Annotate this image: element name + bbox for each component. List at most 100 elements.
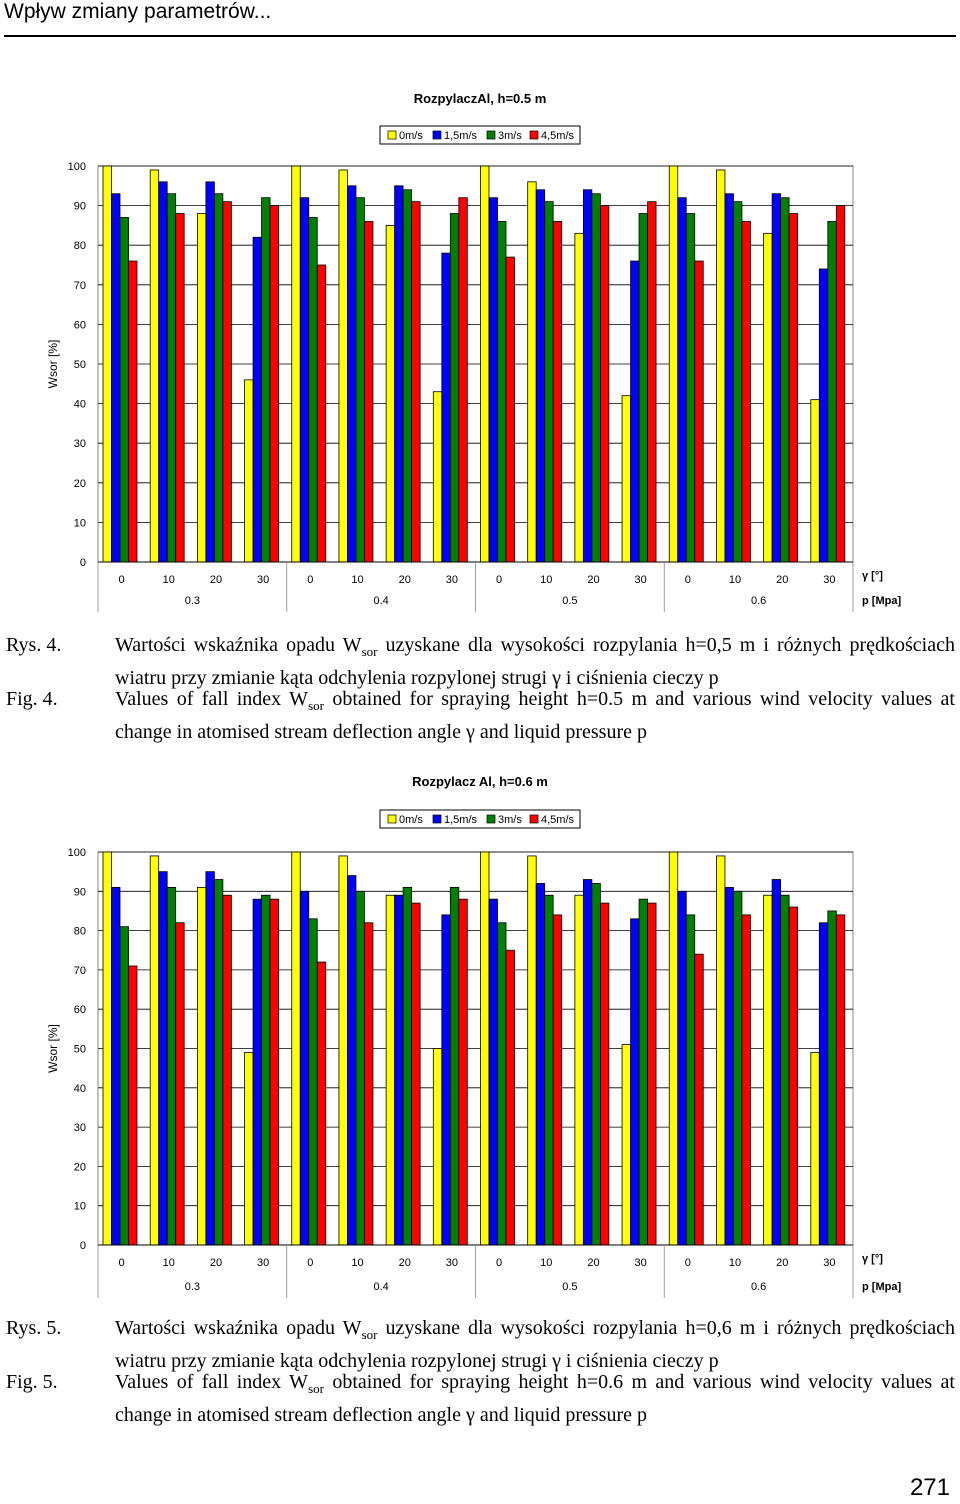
x-tick-label: 30 (257, 1257, 269, 1269)
page-header-title: Wpływ zmiany parametrów... (4, 0, 272, 23)
x-tick-label: 20 (587, 574, 599, 586)
bar (261, 197, 271, 563)
y-tick-label: 70 (74, 965, 86, 977)
chart-title: Rozpylacz Al, h=0.6 m (412, 774, 548, 789)
x-tick-label: 20 (399, 1257, 411, 1269)
bar (244, 1052, 254, 1246)
bar (599, 902, 610, 1246)
bar (449, 213, 460, 563)
bar (458, 898, 468, 1246)
bar (763, 232, 773, 563)
bar (788, 213, 799, 563)
bar (111, 193, 121, 563)
bar (213, 879, 224, 1246)
bar (818, 922, 829, 1246)
bar (668, 851, 679, 1246)
bar (316, 264, 327, 563)
bar (196, 886, 207, 1246)
bar (222, 894, 232, 1246)
caption-polish-text: Wartości wskaźnika opadu Wsor uzyskane d… (115, 634, 955, 689)
bar (497, 922, 507, 1246)
bar (733, 890, 743, 1246)
caption-english-text: Values of fall index Wsor obtained for s… (115, 1371, 955, 1426)
chart-legend (379, 125, 581, 145)
bar (741, 221, 751, 563)
bar (724, 193, 734, 563)
y-tick-label: 20 (74, 478, 86, 490)
bar (269, 898, 279, 1246)
x-tick-label: 30 (823, 1257, 835, 1269)
pressure-group-label: 0.4 (373, 595, 388, 607)
bar (432, 391, 443, 563)
bar (810, 1052, 820, 1246)
bar (102, 851, 112, 1246)
bar (741, 914, 751, 1246)
bar (299, 890, 310, 1246)
legend-swatch (529, 814, 539, 824)
bar (591, 193, 601, 563)
bar (175, 922, 185, 1246)
bar-chart-h06: Rozpylacz Al, h=0.6 m 0m/s 1,5m/s 3m/s 4,5m/… (46, 774, 901, 1298)
bar (364, 922, 374, 1246)
bar (497, 221, 507, 563)
bar (535, 883, 546, 1246)
y-tick-label: 60 (74, 319, 86, 331)
bar (158, 181, 168, 563)
x-tick-label: 0 (119, 574, 125, 586)
bar (488, 197, 498, 563)
y-tick-label: 40 (74, 399, 86, 411)
bar (385, 224, 396, 563)
bar (630, 918, 640, 1246)
x-tick-label: 0 (685, 1257, 691, 1269)
bar (338, 855, 348, 1246)
bar (166, 886, 177, 1246)
bar (552, 221, 563, 563)
bar (111, 886, 121, 1246)
bar (780, 894, 790, 1246)
bar (621, 395, 631, 563)
bar (505, 949, 515, 1246)
bar (347, 875, 357, 1246)
bar (119, 926, 129, 1246)
x-tick-label: 10 (729, 574, 741, 586)
bar (771, 193, 782, 563)
pressure-axis-label: p [Mpa] (862, 1281, 901, 1293)
bar (591, 883, 601, 1246)
pressure-group-label: 0.5 (562, 595, 577, 607)
bar (638, 213, 648, 563)
x-tick-label: 20 (210, 574, 222, 586)
bar (621, 1044, 631, 1246)
bar (385, 894, 396, 1246)
bar (724, 886, 734, 1246)
y-tick-label: 30 (74, 438, 86, 450)
gamma-axis-label: γ [°] (862, 570, 883, 582)
figure-caption-5: Rys. 5. Fig. 5. Wartości wskaźnika opadu… (0, 1315, 960, 1426)
bar (205, 871, 215, 1246)
x-tick-label: 30 (446, 1257, 458, 1269)
pressure-group-label: 0.3 (185, 1281, 200, 1293)
x-tick-label: 10 (351, 1257, 363, 1269)
bar (694, 953, 704, 1246)
legend-swatch (486, 814, 496, 824)
bar (733, 201, 743, 563)
x-tick-label: 0 (307, 574, 313, 586)
bar (458, 197, 468, 563)
bar (480, 851, 490, 1246)
legend-label: 0m/s (399, 814, 423, 826)
bar (166, 193, 177, 563)
bar (827, 221, 837, 563)
pressure-axis-label: p [Mpa] (862, 595, 901, 607)
bar (411, 201, 421, 563)
bar (291, 851, 301, 1246)
bar (252, 236, 262, 563)
bar (402, 886, 413, 1246)
bar (394, 894, 404, 1246)
legend-label: 3m/s (498, 130, 522, 142)
x-tick-label: 20 (399, 574, 411, 586)
bar (488, 898, 498, 1246)
legend-label: 1,5m/s (444, 130, 478, 142)
y-tick-label: 60 (74, 1004, 86, 1016)
legend-swatch (387, 814, 397, 824)
bar (835, 914, 846, 1246)
bar (394, 185, 404, 563)
